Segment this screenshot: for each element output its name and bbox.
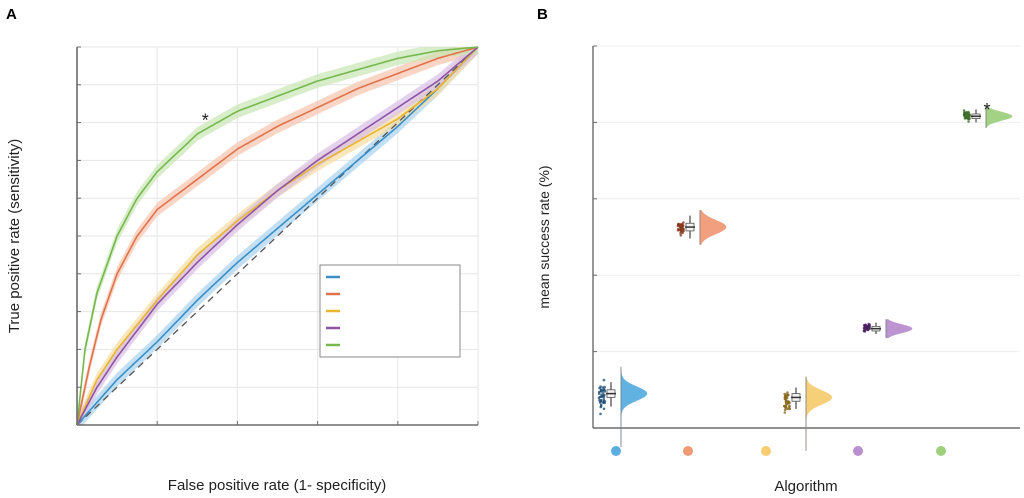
panel-b-raincloud-marks bbox=[597, 105, 1013, 451]
raincloud-asr bbox=[676, 209, 727, 245]
data-point bbox=[783, 392, 786, 396]
data-point bbox=[602, 407, 606, 411]
data-point bbox=[601, 392, 605, 395]
panel-a-ylabel: True positive rate (sensitivity) bbox=[6, 139, 23, 334]
density-mara bbox=[885, 319, 913, 339]
data-point bbox=[599, 412, 602, 416]
data-point bbox=[864, 323, 867, 327]
data-point bbox=[597, 390, 601, 394]
density-raw bbox=[620, 366, 648, 448]
legend-dot-gedai bbox=[936, 446, 946, 456]
data-point bbox=[602, 394, 605, 398]
panel-a-grid bbox=[76, 46, 479, 426]
data-point bbox=[783, 395, 787, 399]
roc-curve-raw bbox=[76, 46, 479, 426]
data-point bbox=[967, 120, 970, 123]
data-point bbox=[598, 398, 601, 402]
data-point bbox=[682, 221, 685, 224]
legend-dot-iclabel bbox=[761, 446, 771, 456]
panel-b-label: B bbox=[537, 6, 548, 23]
raincloud-iclabel bbox=[783, 376, 833, 451]
panel-a-legend bbox=[319, 264, 461, 358]
data-point bbox=[603, 388, 606, 392]
data-point bbox=[963, 111, 967, 115]
data-point bbox=[599, 389, 603, 393]
data-point bbox=[967, 117, 971, 120]
data-point bbox=[866, 327, 869, 331]
data-point bbox=[786, 391, 789, 394]
panel-b-ylabel: mean success rate (%) bbox=[536, 165, 552, 308]
data-point bbox=[597, 396, 601, 400]
data-point bbox=[599, 403, 603, 407]
data-point bbox=[602, 378, 606, 382]
panel-b-xlabel: Algorithm bbox=[774, 478, 837, 495]
density-asr bbox=[699, 209, 727, 245]
confidence-band-asr bbox=[77, 47, 478, 425]
data-point bbox=[677, 227, 680, 231]
panel-a-axes bbox=[76, 46, 479, 426]
data-point bbox=[602, 398, 605, 401]
data-point bbox=[677, 222, 680, 226]
panel-b-grid bbox=[593, 45, 1020, 353]
data-point bbox=[598, 401, 602, 404]
panel-a-roc-curves bbox=[76, 46, 479, 426]
data-point bbox=[785, 401, 788, 405]
density-iclabel bbox=[805, 376, 833, 451]
raincloud-gedai bbox=[962, 105, 1013, 129]
data-point bbox=[962, 109, 966, 112]
data-point bbox=[679, 234, 683, 237]
roc-curve-gedai bbox=[76, 46, 479, 426]
data-point bbox=[966, 115, 970, 118]
data-point bbox=[788, 405, 791, 409]
data-point bbox=[785, 393, 789, 397]
data-point bbox=[785, 397, 789, 400]
chance-diagonal bbox=[76, 46, 479, 426]
panel-b-axes bbox=[592, 45, 1020, 429]
data-point bbox=[679, 228, 683, 232]
density-gedai bbox=[985, 105, 1013, 129]
data-point bbox=[603, 385, 606, 389]
panel-b-significance-marker: * bbox=[983, 100, 990, 120]
data-point bbox=[599, 405, 603, 409]
raincloud-mara bbox=[862, 319, 913, 339]
data-point bbox=[603, 400, 607, 403]
legend-dot-mara bbox=[853, 446, 863, 456]
panel-b-legend bbox=[611, 446, 946, 456]
data-point bbox=[867, 324, 871, 328]
panel-a-significance-marker: * bbox=[202, 110, 209, 130]
data-point bbox=[783, 405, 787, 408]
panel-a-label: A bbox=[6, 6, 17, 23]
roc-curve-mara bbox=[76, 46, 479, 426]
panel-a-xlabel: False positive rate (1- specificity) bbox=[168, 477, 386, 494]
legend-dot-raw bbox=[611, 446, 621, 456]
data-point bbox=[862, 329, 866, 333]
legend-dot-asr bbox=[683, 446, 693, 456]
roc-curve-asr bbox=[76, 46, 479, 426]
data-point bbox=[681, 224, 685, 228]
raincloud-raw bbox=[597, 366, 648, 448]
data-point bbox=[783, 411, 787, 414]
legend-box bbox=[319, 264, 461, 358]
data-point bbox=[679, 225, 682, 229]
data-point bbox=[964, 115, 968, 118]
data-point bbox=[783, 408, 787, 412]
